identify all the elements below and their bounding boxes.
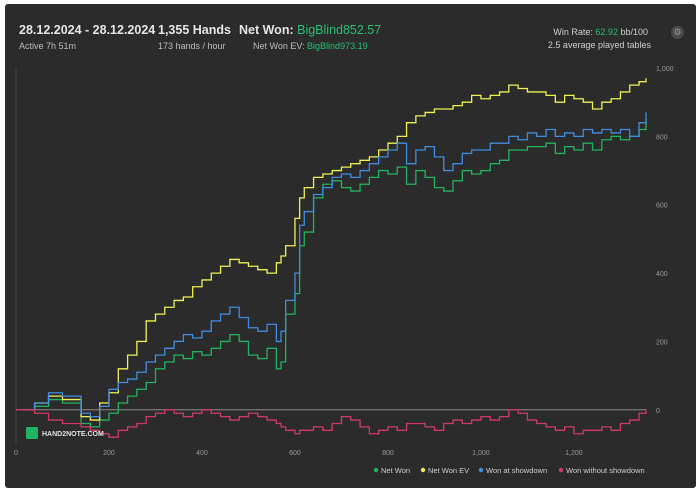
net-won-ev-summary: Net Won EV: BigBlind973.19: [253, 41, 368, 51]
results-chart: 1,000 800 600 400 200 0 0 200 400 600 800 1,000 1,2…: [14, 66, 674, 475]
net-won-ev-label: Net Won EV:: [253, 41, 305, 51]
x-tick-label: 800: [382, 450, 394, 457]
net-won-ev-value: BigBlind973.19: [307, 41, 368, 51]
legend-label[interactable]: Net Won: [381, 466, 410, 475]
y-tick-label: 400: [656, 271, 668, 278]
net-won-summary: Net Won: BigBlind852.57: [239, 23, 381, 37]
legend-marker: [373, 467, 379, 473]
gear-icon[interactable]: ⚙: [671, 26, 684, 39]
x-tick-label: 1,200: [565, 450, 583, 457]
hand2note-logo: HAND2NOTE.COM: [26, 427, 104, 439]
series-lines: [16, 78, 647, 438]
hands-count: 1,355 Hands: [158, 23, 231, 37]
x-tick-label: 0: [14, 450, 18, 457]
x-tick-label: 400: [196, 450, 208, 457]
series-line-net-won: [16, 119, 647, 428]
win-rate-unit: bb/100: [620, 27, 648, 37]
win-rate-label: Win Rate:: [553, 27, 593, 37]
net-won-value: BigBlind852.57: [297, 23, 382, 37]
x-tick-label: 200: [103, 450, 115, 457]
x-tick-label: 600: [289, 450, 301, 457]
series-line-won-without-showdown: [16, 409, 647, 438]
date-range: 28.12.2024 - 28.12.2024: [19, 23, 156, 37]
series-line-won-at-showdown: [16, 112, 647, 418]
legend-label[interactable]: Won without showdown: [566, 466, 645, 475]
y-tick-labels: 1,000 800 600 400 200 0: [656, 66, 674, 415]
series-line-net-won-ev: [16, 78, 647, 421]
y-tick-label: 0: [656, 408, 660, 415]
logo-text: HAND2NOTE.COM: [42, 431, 104, 438]
legend: Net Won Net Won EV Won at showdown Won with…: [373, 466, 645, 475]
x-tick-label: 1,000: [472, 450, 490, 457]
hands-rate: 173 hands / hour: [158, 41, 226, 51]
net-won-label: Net Won:: [239, 23, 294, 37]
legend-marker: [558, 467, 564, 473]
win-rate-value: 62.92: [595, 27, 618, 37]
graph-panel: 28.12.2024 - 28.12.2024 Active 7h 51m 1,…: [5, 4, 696, 488]
y-tick-label: 200: [656, 339, 668, 346]
y-tick-label: 1,000: [656, 66, 674, 73]
average-tables: 2.5 average played tables: [547, 40, 651, 50]
legend-label[interactable]: Net Won EV: [428, 466, 469, 475]
win-rate-summary: Win Rate: 62.92 bb/100: [553, 27, 648, 37]
y-tick-label: 800: [656, 134, 668, 141]
active-time: Active 7h 51m: [19, 41, 77, 51]
x-tick-labels: 0 200 400 600 800 1,000 1,200: [14, 450, 583, 457]
hand2note-logo-icon: [26, 427, 38, 439]
y-tick-label: 600: [656, 203, 668, 210]
legend-marker: [478, 467, 484, 473]
legend-marker: [420, 467, 426, 473]
legend-label[interactable]: Won at showdown: [486, 466, 547, 475]
